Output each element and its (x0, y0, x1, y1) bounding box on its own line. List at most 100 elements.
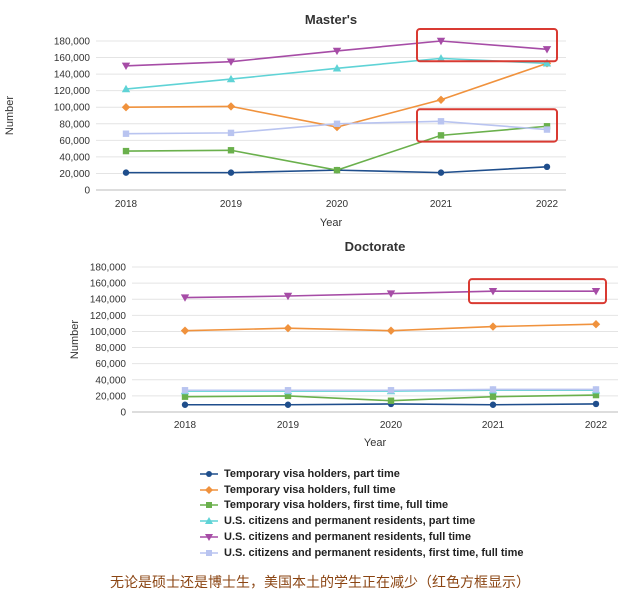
doctorate-series-5 (181, 386, 600, 394)
legend-item[interactable]: Temporary visa holders, full time (200, 482, 524, 498)
doctorate-y-tick-label: 80,000 (95, 343, 126, 354)
doctorate-y-tick-label: 20,000 (95, 391, 126, 402)
doctorate-data-point (181, 387, 189, 394)
doctorate-data-point (181, 393, 189, 400)
legend-marker-shape (205, 485, 213, 494)
doctorate-y-tick-label: 40,000 (95, 375, 126, 386)
doctorate-data-point (592, 391, 600, 399)
legend-marker-icon (200, 549, 218, 556)
legend-marker-shape (206, 549, 212, 556)
masters-data-point (122, 130, 130, 137)
masters-y-tick-label: 20,000 (59, 169, 90, 180)
masters-y-tick-label: 60,000 (59, 136, 90, 147)
masters-data-point (543, 163, 551, 171)
masters-data-point (122, 147, 130, 155)
legend-label: Temporary visa holders, part time (224, 467, 400, 480)
masters-data-point (226, 102, 236, 111)
doctorate-x-tick-label: 2019 (277, 420, 300, 431)
legend-item[interactable]: U.S. citizens and permanent residents, f… (200, 529, 524, 545)
doctorate-x-tick-label: 2022 (585, 420, 608, 431)
doctorate-y-tick-label: 120,000 (90, 311, 127, 322)
legend-marker-icon (200, 470, 218, 477)
masters-x-axis-label: Year (320, 217, 343, 229)
masters-y-tick-label: 140,000 (54, 70, 91, 81)
masters-series-4 (121, 37, 552, 71)
legend-marker-shape (206, 470, 212, 477)
legend-label: U.S. citizens and permanent residents, f… (224, 546, 524, 559)
legend-item[interactable]: U.S. citizens and permanent residents, f… (200, 545, 524, 561)
masters-data-point (542, 59, 552, 67)
doctorate-data-point (488, 322, 498, 331)
doctorate-data-point (489, 386, 497, 393)
doctorate-data-point (489, 401, 497, 408)
masters-y-tick-label: 160,000 (54, 53, 91, 64)
legend-item[interactable]: Temporary visa holders, part time (200, 466, 524, 482)
masters-data-point (226, 58, 236, 66)
doctorate-y-axis-label: Number (69, 320, 81, 359)
masters-data-point (227, 147, 235, 154)
legend-item[interactable]: U.S. citizens and permanent residents, p… (200, 513, 524, 529)
doctorate-y-tick-label: 160,000 (90, 279, 127, 290)
doctorate-x-tick-label: 2021 (482, 420, 505, 431)
masters-series-line (125, 62, 548, 128)
doctorate-data-point (591, 319, 601, 329)
doctorate-chart: Doctorate 0 20,000 40,000 60,000 80,000 100,00… (69, 239, 618, 449)
legend: Temporary visa holders, part time Tempora… (200, 466, 524, 561)
doctorate-data-point (180, 326, 190, 335)
legend-marker-icon (200, 517, 218, 525)
legend-marker-icon (200, 502, 218, 509)
masters-data-point (333, 120, 341, 127)
masters-y-axis-label: Number (4, 96, 16, 135)
masters-y-tick-label: 120,000 (54, 86, 91, 97)
doctorate-data-point (283, 324, 293, 333)
masters-data-point (122, 169, 130, 176)
masters-data-point (437, 132, 445, 139)
legend-label: U.S. citizens and permanent residents, f… (224, 531, 471, 544)
masters-x-tick-label: 2021 (430, 199, 453, 210)
legend-marker-shape (205, 534, 213, 542)
legend-item[interactable]: Temporary visa holders, first time, full… (200, 498, 524, 514)
masters-chart: Master's 0 20,000 40,000 60,000 80,000 100,000… (4, 12, 566, 229)
doctorate-data-point (180, 294, 190, 302)
masters-data-point (437, 118, 445, 125)
legend-marker-icon (200, 485, 218, 494)
doctorate-y-tick-label: 60,000 (95, 359, 126, 370)
masters-data-point (436, 37, 446, 46)
caption: 无论是硕士还是博士生，美国本土的学生正在减少（红色方框显示） (110, 575, 530, 591)
masters-x-tick-label: 2019 (220, 199, 243, 210)
masters-data-point (227, 129, 235, 137)
masters-data-point (333, 166, 341, 174)
doctorate-data-point (181, 401, 189, 408)
masters-y-tick-label: 80,000 (59, 119, 90, 130)
legend-label: U.S. citizens and permanent residents, p… (224, 515, 476, 528)
doctorate-y-tick-label: 140,000 (90, 295, 127, 306)
masters-data-point (543, 126, 551, 133)
masters-y-tick-label: 180,000 (54, 37, 91, 48)
masters-data-point (542, 46, 552, 54)
doctorate-data-point (386, 326, 396, 335)
legend-label: Temporary visa holders, first time, full… (224, 499, 449, 512)
masters-data-point (436, 95, 446, 104)
doctorate-x-tick-label: 2020 (380, 420, 403, 431)
masters-series-5 (122, 118, 551, 137)
doctorate-data-point (386, 290, 396, 298)
doctorate-x-axis-label: Year (364, 437, 387, 449)
doctorate-series-2 (181, 391, 600, 404)
masters-data-point (227, 169, 235, 176)
masters-x-tick-label: 2020 (326, 199, 349, 210)
masters-title: Master's (305, 12, 357, 27)
masters-data-point (332, 64, 342, 72)
doctorate-series-1 (180, 319, 601, 335)
masters-data-point (437, 169, 445, 176)
masters-data-point (226, 74, 236, 83)
doctorate-y-tick-label: 100,000 (90, 327, 127, 338)
masters-data-point (121, 103, 131, 112)
legend-marker-icon (200, 534, 218, 542)
doctorate-data-point (284, 401, 292, 408)
doctorate-data-point (284, 392, 292, 400)
doctorate-data-point (591, 287, 601, 296)
doctorate-data-point (387, 387, 395, 394)
masters-highlight-box (416, 28, 558, 63)
doctorate-y-tick-label: 180,000 (90, 263, 127, 274)
